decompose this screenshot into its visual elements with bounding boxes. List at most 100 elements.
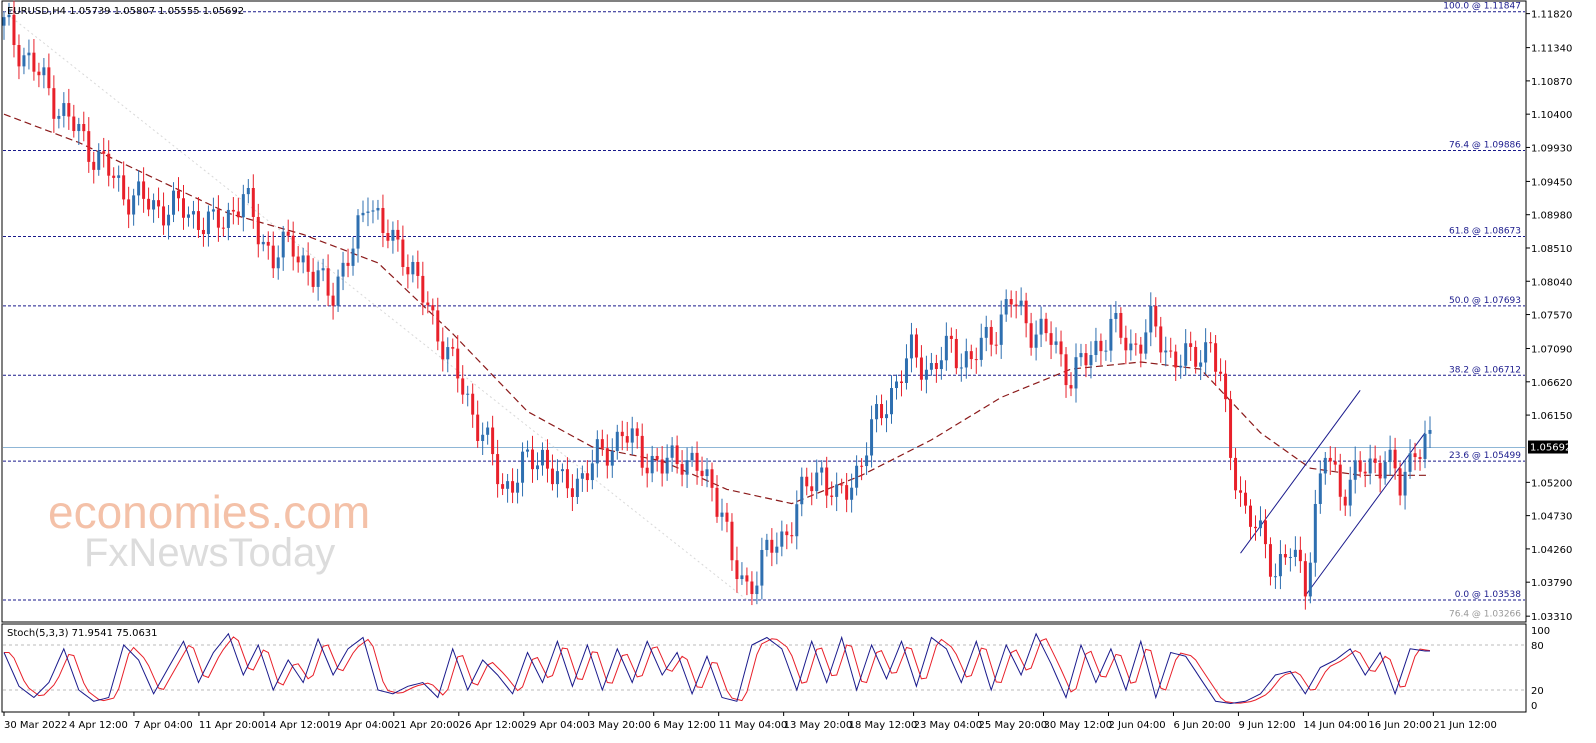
x-tick-label-3: 11 Apr 20:00 [199, 720, 264, 731]
x-tick-label-18: 6 Jun 20:00 [1173, 720, 1230, 731]
candle-body-19 [97, 151, 101, 170]
candle-body-1 [7, 14, 11, 18]
candle-body-108 [540, 449, 544, 466]
fib-label-4: 38.2 @ 1.06712 [1449, 365, 1521, 375]
candle-body-266 [1328, 457, 1332, 462]
candle-body-254 [1268, 544, 1272, 577]
candle-body-128 [640, 435, 644, 468]
candle-body-116 [580, 473, 584, 479]
candle-body-94 [471, 393, 475, 415]
y-tick-label-8: 1.08040 [1531, 277, 1572, 288]
candle-body-114 [570, 488, 574, 497]
candle-body-170 [850, 487, 854, 500]
candle-body-205 [1024, 300, 1028, 324]
candle-body-212 [1059, 341, 1063, 355]
candle-body-223 [1114, 312, 1118, 319]
candle-body-105 [526, 449, 530, 452]
candle-body-43 [216, 209, 220, 228]
x-tick-label-9: 3 May 20:00 [589, 720, 651, 731]
candle-body-163 [815, 472, 819, 492]
y-tick-label-15: 1.04260 [1531, 545, 1572, 556]
candle-body-173 [865, 455, 869, 467]
channel-line-0 [1240, 390, 1361, 554]
x-tick-label-8: 29 Apr 04:00 [524, 720, 589, 731]
candle-body-206 [1029, 323, 1033, 348]
candle-body-259 [1293, 549, 1297, 557]
candle-body-181 [904, 358, 908, 384]
candle-body-134 [670, 445, 674, 458]
candle-body-24 [122, 175, 126, 200]
candle-body-238 [1189, 343, 1193, 347]
candle-body-154 [770, 539, 774, 553]
candle-body-161 [805, 476, 809, 487]
candle-body-37 [186, 214, 190, 218]
fib-levels-group: 100.0 @ 1.11847 76.4 @ 1.09886 61.8 @ 1.08… [3, 2, 1525, 619]
candle-body-127 [635, 428, 639, 436]
candle-body-86 [431, 305, 435, 311]
candle-body-234 [1169, 350, 1173, 352]
candle-body-53 [266, 241, 270, 246]
candle-body-62 [311, 271, 315, 287]
candle-body-50 [251, 187, 255, 217]
candle-body-250 [1249, 505, 1253, 527]
x-tick-label-13: 18 May 12:00 [849, 720, 918, 731]
candle-body-79 [396, 229, 400, 240]
y-tick-label-6: 1.08980 [1531, 211, 1572, 222]
candle-body-12 [62, 103, 66, 116]
stoch-group [3, 632, 1525, 705]
candle-body-89 [446, 347, 450, 360]
candle-body-54 [271, 245, 275, 269]
candle-body-141 [705, 469, 709, 477]
candle-body-195 [974, 359, 978, 361]
candle-body-119 [595, 439, 599, 464]
candle-body-151 [755, 585, 759, 595]
candle-body-209 [1044, 318, 1048, 334]
candle-body-107 [536, 465, 540, 470]
candle-body-273 [1363, 471, 1367, 474]
candle-body-29 [147, 198, 151, 210]
stoch-y-tick-2: 20 [1531, 686, 1544, 697]
candle-body-280 [1398, 468, 1402, 496]
candle-body-98 [491, 427, 495, 455]
candle-body-6 [32, 52, 36, 72]
candle-body-153 [765, 539, 769, 550]
candle-body-80 [401, 239, 405, 267]
candle-body-26 [132, 195, 136, 215]
candle-body-278 [1388, 449, 1392, 463]
candle-body-81 [406, 266, 410, 275]
candle-body-38 [191, 211, 195, 215]
candle-body-277 [1383, 462, 1387, 479]
candle-body-219 [1094, 340, 1098, 356]
candle-body-198 [989, 326, 993, 345]
y-tick-label-14: 1.04730 [1531, 512, 1572, 523]
candle-body-145 [725, 512, 729, 522]
candle-body-253 [1263, 520, 1267, 545]
candle-body-244 [1219, 371, 1223, 374]
candle-body-52 [261, 241, 265, 245]
candle-body-7 [37, 71, 41, 76]
y-tick-label-7: 1.08510 [1531, 244, 1572, 255]
candle-body-246 [1229, 399, 1233, 458]
x-tick-label-5: 19 Apr 04:00 [329, 720, 394, 731]
main-plot-frame [1, 0, 1527, 623]
y-tick-label-3: 1.10400 [1531, 110, 1572, 121]
candle-body-14 [72, 116, 76, 132]
candle-body-96 [481, 434, 485, 441]
candle-body-78 [391, 229, 395, 241]
watermark-economies: economies.com [48, 486, 370, 538]
candle-body-55 [276, 257, 280, 269]
fib-label-1: 76.4 @ 1.09886 [1449, 141, 1521, 151]
candle-body-123 [615, 431, 619, 452]
candle-body-41 [206, 211, 210, 235]
candle-body-57 [286, 231, 290, 236]
candle-body-129 [645, 467, 649, 474]
candle-body-102 [511, 481, 515, 493]
candle-body-247 [1234, 457, 1238, 491]
candle-body-194 [969, 351, 973, 360]
candle-body-179 [894, 381, 898, 389]
candle-body-21 [107, 153, 111, 176]
candle-body-227 [1134, 343, 1138, 345]
candle-body-193 [964, 351, 968, 368]
candle-body-222 [1109, 318, 1113, 351]
candle-body-226 [1129, 343, 1133, 351]
